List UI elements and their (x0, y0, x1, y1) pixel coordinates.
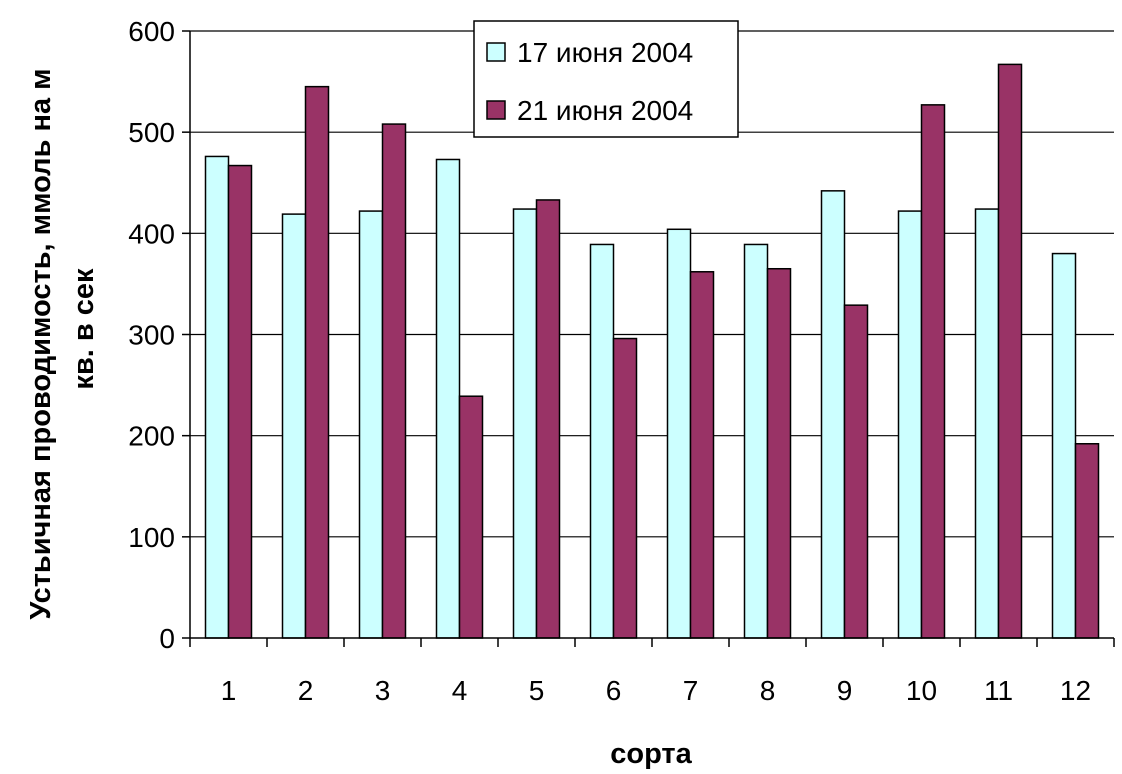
axes (182, 30, 1115, 647)
y-tick-label: 200 (128, 421, 175, 452)
legend-swatch-series-2 (486, 100, 506, 120)
bar-series-2-cat-2 (304, 85, 330, 639)
bar-series-2-cat-8 (766, 267, 792, 639)
y-axis-title-line2: кв. в сек (68, 268, 100, 390)
x-tick-labels: 1 2 3 4 5 6 7 8 9 10 11 12 (221, 675, 1091, 706)
y-tick-label: 400 (128, 218, 175, 249)
bar-series-1-cat-4 (435, 158, 461, 639)
bar-series-2-cat-7 (689, 271, 715, 639)
x-axis-title: сорта (610, 738, 692, 770)
legend-label-series-1: 17 июня 2004 (517, 37, 693, 68)
y-tick-label: 500 (128, 117, 175, 148)
x-tick-label: 9 (837, 675, 853, 706)
y-tick-label: 300 (128, 320, 175, 351)
bar-series-2-cat-12 (1074, 443, 1100, 639)
y-tick-label: 100 (128, 522, 175, 553)
x-tick-label: 5 (529, 675, 545, 706)
x-tick-label: 4 (452, 675, 468, 706)
y-axis-title-line1: Устьичная проводимость, ммоль на м (25, 68, 57, 619)
bar-series-1-cat-10 (897, 210, 923, 639)
bar-series-1-cat-12 (1051, 252, 1077, 639)
bar-series-2-cat-1 (227, 164, 253, 639)
x-tick-label: 1 (221, 675, 237, 706)
bar-series-2-cat-6 (612, 337, 638, 639)
bar-series-1-cat-6 (589, 243, 615, 639)
bar-series-1-cat-2 (281, 213, 307, 639)
legend-box (473, 20, 739, 138)
x-tick-label: 11 (984, 675, 1013, 706)
x-tick-label: 12 (1060, 675, 1091, 706)
bar-series-1-cat-3 (358, 210, 384, 639)
bar-series-1-cat-8 (743, 243, 769, 639)
bars (204, 63, 1100, 639)
x-tick-label: 8 (760, 675, 776, 706)
legend-swatch-series-1 (486, 42, 506, 62)
bar-series-2-cat-3 (381, 123, 407, 639)
x-tick-label: 2 (298, 675, 314, 706)
x-tick-label: 7 (683, 675, 699, 706)
bar-series-1-cat-9 (820, 190, 846, 639)
bar-series-2-cat-9 (843, 304, 869, 639)
bar-series-1-cat-5 (512, 208, 538, 639)
y-tick-label: 0 (159, 623, 175, 654)
x-tick-label: 6 (606, 675, 622, 706)
legend-label-series-2: 21 июня 2004 (517, 95, 693, 126)
bar-series-1-cat-1 (204, 155, 230, 639)
bar-series-1-cat-11 (974, 208, 1000, 639)
bar-series-2-cat-10 (920, 104, 946, 639)
legend: 17 июня 2004 21 июня 2004 (473, 20, 739, 138)
bar-series-2-cat-11 (997, 63, 1023, 639)
x-tick-label: 3 (375, 675, 391, 706)
y-tick-label: 600 (128, 16, 175, 47)
bar-series-2-cat-4 (458, 395, 484, 639)
y-tick-labels: 0 100 200 300 400 500 600 (128, 16, 175, 654)
bar-series-2-cat-5 (535, 199, 561, 639)
bar-series-1-cat-7 (666, 228, 692, 639)
x-tick-label: 10 (906, 675, 937, 706)
